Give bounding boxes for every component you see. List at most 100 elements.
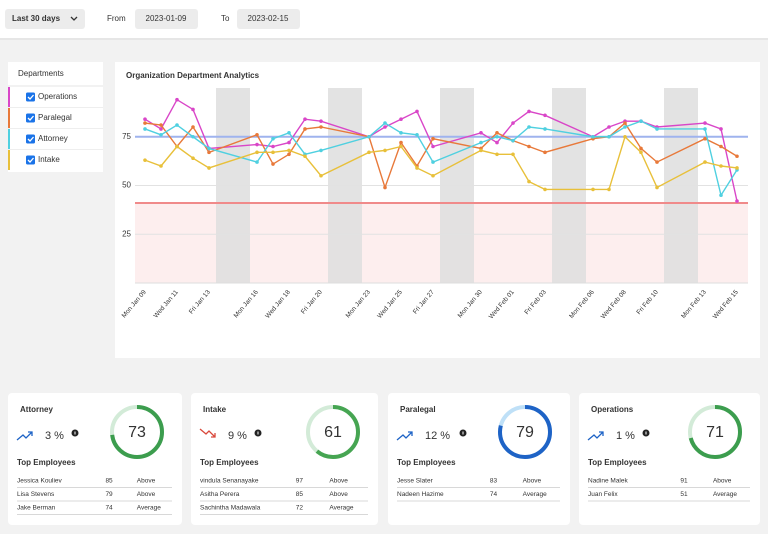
legend-checkbox[interactable] — [26, 134, 35, 144]
from-date-input[interactable] — [135, 9, 198, 29]
data-point — [175, 97, 179, 102]
to-label: To — [221, 14, 230, 23]
data-point — [623, 121, 627, 125]
department-card — [579, 393, 760, 525]
data-point — [479, 148, 483, 153]
trend-icon — [199, 428, 216, 438]
employee-name: Nadine Malek — [588, 478, 628, 485]
employee-score: 85 — [105, 478, 113, 485]
data-point — [271, 150, 275, 155]
employees-title: Top Employees — [200, 458, 259, 467]
employee-score: 97 — [296, 478, 304, 485]
legend-label: Paralegal — [38, 113, 72, 122]
score-ring — [110, 405, 164, 459]
from-date: 2023-01-09 — [146, 14, 187, 23]
data-point — [159, 123, 163, 127]
data-point — [719, 144, 723, 149]
data-point — [495, 134, 499, 139]
data-point — [383, 185, 387, 190]
data-point — [415, 109, 419, 114]
data-point — [543, 113, 547, 118]
employee-name: Asitha Perera — [200, 491, 240, 498]
legend-checkbox[interactable] — [26, 92, 35, 102]
info-mark — [74, 431, 76, 435]
data-point — [511, 121, 515, 125]
y-tick-label: 50 — [122, 181, 131, 190]
data-point — [655, 185, 659, 190]
y-tick-label: 75 — [122, 132, 131, 141]
data-point — [495, 131, 499, 135]
employee-name: Juan Felix — [588, 491, 618, 498]
data-point — [511, 152, 515, 157]
data-point — [383, 125, 387, 129]
series-line — [144, 120, 738, 198]
data-point — [143, 127, 147, 131]
data-point — [271, 136, 275, 141]
change-percent: 9 % — [228, 430, 247, 442]
legend-checkbox[interactable] — [26, 113, 35, 123]
data-point — [191, 156, 195, 160]
data-point — [703, 127, 707, 131]
employee-status: Above — [329, 478, 348, 485]
departments-title: Departments — [18, 69, 64, 78]
data-point — [303, 117, 307, 121]
employee-status: Above — [137, 478, 156, 485]
data-point — [719, 164, 723, 168]
check-mark — [27, 136, 34, 142]
legend-color-bar — [8, 150, 10, 170]
trend-icon — [587, 431, 604, 441]
data-point — [191, 134, 195, 139]
to-date-input[interactable] — [237, 9, 300, 29]
employee-status: Above — [523, 478, 542, 485]
data-point — [367, 150, 371, 155]
employee-name: Sachintha Madawala — [200, 505, 261, 512]
data-point — [255, 160, 259, 164]
departments-panel — [8, 62, 103, 172]
to-date: 2023-02-15 — [248, 14, 289, 23]
data-point — [735, 166, 739, 170]
employee-score: 91 — [680, 478, 688, 485]
data-point — [415, 133, 419, 137]
employee-name: Jesse Slater — [397, 478, 434, 485]
employee-name: Nadeen Hazime — [397, 491, 444, 498]
data-point — [207, 166, 211, 170]
data-point — [495, 152, 499, 157]
data-point — [623, 134, 627, 139]
data-point — [655, 160, 659, 164]
range-dropdown[interactable] — [5, 9, 85, 29]
data-point — [511, 138, 515, 143]
legend-checkbox[interactable] — [26, 155, 35, 165]
data-point — [431, 136, 435, 141]
data-point — [527, 144, 531, 149]
employee-status: Above — [329, 491, 348, 498]
data-point — [607, 187, 611, 192]
department-card — [191, 393, 378, 525]
data-point — [431, 144, 435, 149]
employee-score: 74 — [490, 491, 498, 498]
data-point — [191, 125, 195, 129]
data-point — [175, 144, 179, 149]
trend-icon — [396, 431, 413, 441]
data-point — [415, 166, 419, 170]
data-point — [143, 117, 147, 121]
top-bar-shadow — [0, 38, 768, 40]
change-percent: 1 % — [616, 430, 635, 442]
data-point — [271, 144, 275, 149]
employee-status: Above — [137, 491, 156, 498]
trend-icon — [16, 431, 33, 441]
data-point — [607, 134, 611, 139]
data-point — [287, 140, 291, 145]
score-value: 71 — [706, 424, 724, 441]
data-point — [719, 127, 723, 131]
card-title: Paralegal — [400, 405, 436, 414]
data-point — [399, 131, 403, 135]
employee-status: Average — [137, 505, 161, 512]
employee-name: vindula Senanayake — [200, 478, 259, 485]
employee-name: Jake Berman — [17, 505, 56, 512]
data-point — [735, 199, 739, 203]
data-point — [383, 148, 387, 153]
cards: Attorney 3 % 73 Top Employees Jessica Koulie… — [8, 393, 760, 525]
data-point — [159, 133, 163, 137]
legend-color-bar — [8, 129, 10, 149]
data-point — [703, 136, 707, 141]
